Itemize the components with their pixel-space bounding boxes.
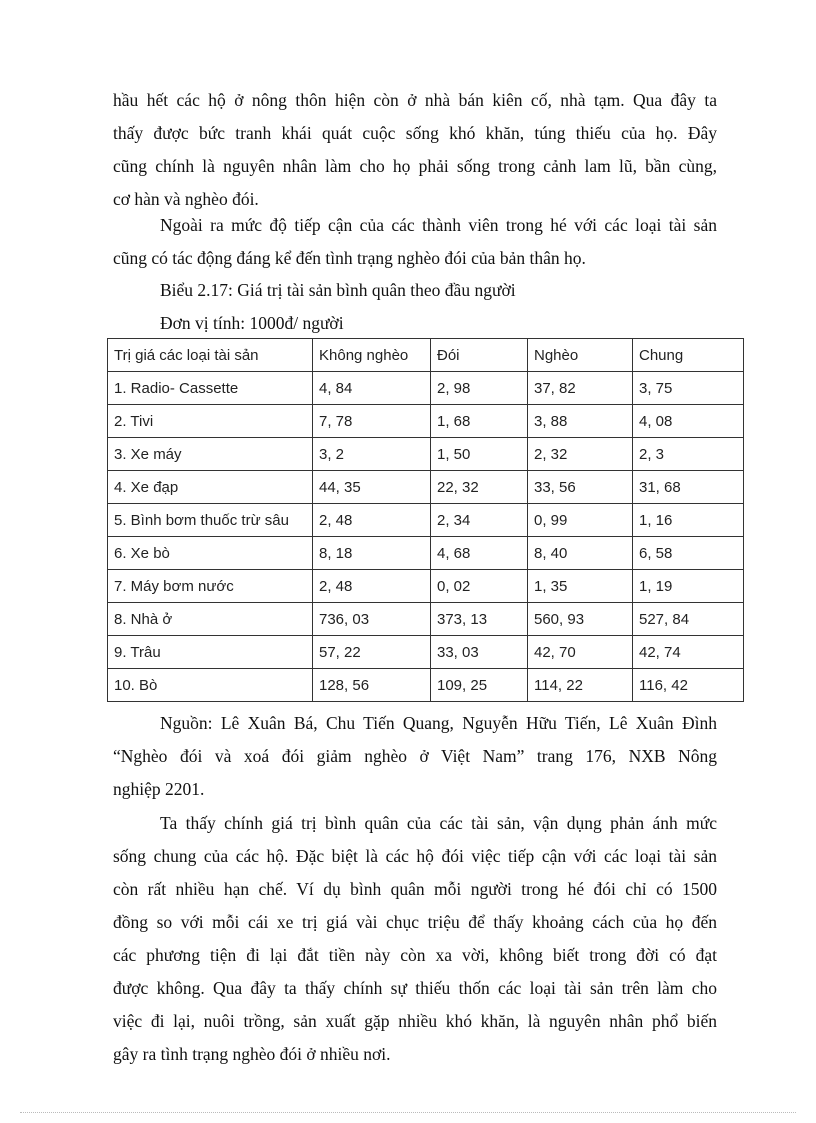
asset-value-table: Trị giá các loại tài sản Không nghèo Đói… — [107, 338, 744, 702]
value-cell: 31, 68 — [632, 470, 744, 504]
header-cell: Chung — [632, 338, 744, 372]
value-cell: 114, 22 — [527, 668, 633, 702]
value-cell: 3, 2 — [312, 437, 431, 471]
table-row: 8. Nhà ở 736, 03 373, 13 560, 93 527, 84 — [107, 602, 744, 636]
value-cell: 2, 98 — [430, 371, 528, 405]
table-row: 7. Máy bơm nước 2, 48 0, 02 1, 35 1, 19 — [107, 569, 744, 603]
value-cell: 527, 84 — [632, 602, 744, 636]
table-row: 3. Xe máy 3, 2 1, 50 2, 32 2, 3 — [107, 437, 744, 471]
header-cell: Đói — [430, 338, 528, 372]
value-cell: 33, 56 — [527, 470, 633, 504]
asset-name-cell: 1. Radio- Cassette — [107, 371, 313, 405]
value-cell: 42, 70 — [527, 635, 633, 669]
value-cell: 2, 32 — [527, 437, 633, 471]
value-cell: 2, 48 — [312, 503, 431, 537]
text-line: Nguồn: Lê Xuân Bá, Chu Tiến Quang, Nguyễ… — [160, 713, 717, 733]
value-cell: 57, 22 — [312, 635, 431, 669]
text-line: cũng chính là nguyên nhân làm cho họ phả… — [113, 156, 717, 176]
text-line: cơ hàn và nghèo đói. — [113, 189, 259, 209]
value-cell: 3, 75 — [632, 371, 744, 405]
header-cell: Trị giá các loại tài sản — [107, 338, 313, 372]
asset-name-cell: 4. Xe đạp — [107, 470, 313, 504]
value-cell: 8, 40 — [527, 536, 633, 570]
table-row: 5. Bình bơm thuốc trừ sâu 2, 48 2, 34 0, 99… — [107, 503, 744, 537]
text-line: Ta thấy chính giá trị bình quân của các … — [160, 813, 717, 833]
text-line: cũng có tác động đáng kể đến tình trạng … — [113, 248, 586, 268]
text-line: gây ra tình trạng nghèo đói ở nhiều nơi. — [113, 1044, 391, 1064]
value-cell: 4, 68 — [430, 536, 528, 570]
text-line: “Nghèo đói và xoá đói giảm nghèo ở Việt … — [113, 746, 717, 766]
text-line: các phương tiện đi lại đắt tiền này còn … — [113, 945, 717, 965]
paragraph-1: hầu hết các hộ ở nông thôn hiện còn ở nh… — [113, 84, 717, 216]
table-row: 2. Tivi 7, 78 1, 68 3, 88 4, 08 — [107, 404, 744, 438]
table-row: 9. Trâu 57, 22 33, 03 42, 70 42, 74 — [107, 635, 744, 669]
text-line: việc đi lại, nuôi trồng, sản xuất gặp nh… — [113, 1011, 717, 1031]
value-cell: 37, 82 — [527, 371, 633, 405]
asset-name-cell: 8. Nhà ở — [107, 602, 313, 636]
value-cell: 1, 68 — [430, 404, 528, 438]
paragraph-3: Ta thấy chính giá trị bình quân của các … — [113, 807, 717, 1071]
asset-name-cell: 6. Xe bò — [107, 536, 313, 570]
value-cell: 6, 58 — [632, 536, 744, 570]
value-cell: 560, 93 — [527, 602, 633, 636]
asset-name-cell: 7. Máy bơm nước — [107, 569, 313, 603]
value-cell: 4, 08 — [632, 404, 744, 438]
asset-name-cell: 10. Bò — [107, 668, 313, 702]
value-cell: 116, 42 — [632, 668, 744, 702]
value-cell: 33, 03 — [430, 635, 528, 669]
asset-name-cell: 9. Trâu — [107, 635, 313, 669]
asset-name-cell: 3. Xe máy — [107, 437, 313, 471]
value-cell: 2, 3 — [632, 437, 744, 471]
value-cell: 1, 35 — [527, 569, 633, 603]
table-row: 10. Bò 128, 56 109, 25 114, 22 116, 42 — [107, 668, 744, 702]
value-cell: 128, 56 — [312, 668, 431, 702]
value-cell: 22, 32 — [430, 470, 528, 504]
value-cell: 4, 84 — [312, 371, 431, 405]
text-line: sống chung của các hộ. Đặc biệt là các h… — [113, 846, 717, 866]
table-caption: Biểu 2.17: Giá trị tài sản bình quân the… — [160, 280, 516, 300]
header-cell: Không nghèo — [312, 338, 431, 372]
table-row: 6. Xe bò 8, 18 4, 68 8, 40 6, 58 — [107, 536, 744, 570]
text-line: được không. Qua đây ta thấy chính sự thi… — [113, 978, 717, 998]
value-cell: 109, 25 — [430, 668, 528, 702]
value-cell: 373, 13 — [430, 602, 528, 636]
asset-name-cell: 2. Tivi — [107, 404, 313, 438]
value-cell: 42, 74 — [632, 635, 744, 669]
text-line: còn rất nhiều hạn chế. Ví dụ bình quân m… — [113, 879, 717, 899]
value-cell: 2, 48 — [312, 569, 431, 603]
value-cell: 1, 50 — [430, 437, 528, 471]
asset-name-cell: 5. Bình bơm thuốc trừ sâu — [107, 503, 313, 537]
text-line: hầu hết các hộ ở nông thôn hiện còn ở nh… — [113, 90, 717, 110]
text-line: đồng so với mỗi cái xe trị giá vài chục … — [113, 912, 717, 932]
value-cell: 1, 16 — [632, 503, 744, 537]
value-cell: 8, 18 — [312, 536, 431, 570]
value-cell: 7, 78 — [312, 404, 431, 438]
table-caption-block: Biểu 2.17: Giá trị tài sản bình quân the… — [113, 274, 717, 340]
text-line: nghiệp 2201. — [113, 779, 205, 799]
value-cell: 1, 19 — [632, 569, 744, 603]
value-cell: 2, 34 — [430, 503, 528, 537]
table-row: 4. Xe đạp 44, 35 22, 32 33, 56 31, 68 — [107, 470, 744, 504]
table-header-row: Trị giá các loại tài sản Không nghèo Đói… — [107, 338, 744, 372]
header-cell: Nghèo — [527, 338, 633, 372]
text-line: Ngoài ra mức độ tiếp cận của các thành v… — [160, 215, 717, 235]
value-cell: 736, 03 — [312, 602, 431, 636]
value-cell: 0, 99 — [527, 503, 633, 537]
value-cell: 0, 02 — [430, 569, 528, 603]
table-row: 1. Radio- Cassette 4, 84 2, 98 37, 82 3, 75 — [107, 371, 744, 405]
paragraph-2: Ngoài ra mức độ tiếp cận của các thành v… — [113, 209, 717, 275]
text-line: thấy được bức tranh khái quát cuộc sống … — [113, 123, 717, 143]
page-bottom-rule — [20, 1112, 796, 1113]
value-cell: 44, 35 — [312, 470, 431, 504]
value-cell: 3, 88 — [527, 404, 633, 438]
source-note: Nguồn: Lê Xuân Bá, Chu Tiến Quang, Nguyễ… — [113, 707, 717, 806]
table-unit: Đơn vị tính: 1000đ/ người — [160, 313, 344, 333]
